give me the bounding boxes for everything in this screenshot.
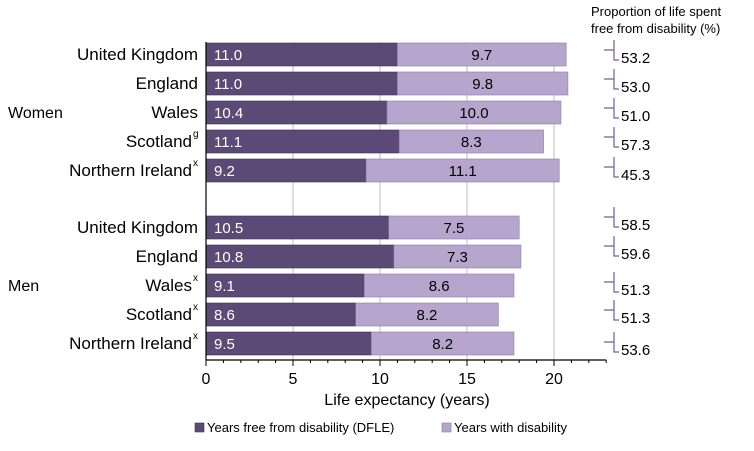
proportion-bracket (604, 98, 619, 119)
category-label: Scotland (126, 305, 192, 324)
bar-disability (370, 331, 515, 356)
proportion-bracket (604, 157, 619, 178)
proportion-value: 51.0 (621, 108, 650, 125)
data-label-dfle: 10.4 (214, 105, 243, 122)
legend-swatch-dfle (194, 422, 205, 433)
proportion-title-line-2: free from disability (%) (591, 21, 720, 36)
bar-disability (355, 302, 499, 327)
data-label-dfle: 8.6 (214, 307, 235, 324)
data-label-disability: 7.5 (444, 220, 465, 237)
proportion-value: 59.6 (621, 246, 650, 263)
category-label: Wales (151, 103, 198, 122)
proportion-title-line-1: Proportion of life spent (591, 4, 721, 19)
proportion-value: 53.0 (621, 79, 650, 96)
legend-swatch-disability (441, 422, 452, 433)
category-label: Northern Ireland (69, 161, 192, 180)
data-label-dfle: 11.1 (214, 134, 242, 151)
category-label: United Kingdom (77, 45, 198, 64)
data-label-disability: 10.0 (459, 105, 488, 122)
proportion-bracket (604, 300, 619, 321)
category-superscript: x (193, 273, 198, 284)
proportion-value: 45.3 (621, 167, 650, 184)
proportion-value: 53.6 (621, 342, 650, 359)
category-label: England (136, 247, 198, 266)
data-label-dfle: 9.5 (214, 336, 235, 353)
proportion-value: 57.3 (621, 137, 650, 154)
data-label-dfle: 11.0 (214, 47, 242, 64)
legend: Years free from disability (DFLE) Years w… (194, 420, 567, 435)
x-axis: 0 5 10 15 20 (202, 42, 607, 388)
data-label-disability: 9.8 (472, 76, 493, 93)
proportion-value: 51.3 (621, 282, 650, 299)
data-label-dfle: 10.5 (214, 220, 243, 237)
data-label-dfle: 9.1 (214, 278, 235, 295)
x-tick-label-15: 15 (458, 371, 476, 388)
bar-disability (386, 100, 562, 125)
group-label-women: Women (8, 105, 63, 122)
data-label-disability: 8.2 (432, 336, 453, 353)
legend-label-dfle: Years free from disability (DFLE) (207, 420, 394, 435)
data-label-disability: 8.6 (429, 278, 450, 295)
data-label-dfle: 10.8 (214, 249, 243, 266)
bar-disability (364, 273, 515, 298)
x-tick-label-0: 0 (202, 371, 211, 388)
proportion-bracket (604, 236, 619, 257)
category-label: United Kingdom (77, 218, 198, 237)
x-axis-label: Life expectancy (years) (324, 392, 489, 409)
x-tick-label-5: 5 (289, 371, 298, 388)
data-label-disability: 7.3 (447, 249, 468, 266)
proportion-bracket (604, 272, 619, 293)
data-label-disability: 11.1 (449, 163, 477, 180)
x-tick-label-10: 10 (371, 371, 389, 388)
data-label-dfle: 9.2 (214, 163, 235, 180)
data-label-disability: 9.7 (471, 47, 492, 64)
x-tick-label-20: 20 (545, 371, 563, 388)
category-label: England (136, 74, 198, 93)
proportion-value: 58.5 (621, 217, 650, 234)
category-label: Scotland (126, 132, 192, 151)
proportion-bracket (604, 69, 619, 90)
category-label: Northern Ireland (69, 334, 192, 353)
proportion-bracket (604, 332, 619, 353)
proportion-bracket (604, 40, 619, 61)
category-superscript: x (193, 331, 198, 342)
bar-disability (397, 71, 569, 96)
proportion-value: 53.2 (621, 50, 650, 67)
proportion-bracket (604, 127, 619, 148)
category-label: Wales (145, 276, 192, 295)
proportion-bracket (604, 207, 619, 228)
legend-label-disability: Years with disability (454, 420, 567, 435)
category-superscript: g (193, 129, 199, 140)
data-label-disability: 8.3 (461, 134, 482, 151)
group-label-men: Men (8, 278, 39, 295)
bar-disability (397, 42, 567, 67)
proportion-column: Proportion of life spent free from disab… (591, 4, 721, 359)
bar-disability (365, 158, 560, 183)
data-label-disability: 8.2 (417, 307, 438, 324)
bar-disability (398, 129, 544, 154)
bar-disability (393, 244, 522, 269)
category-superscript: x (193, 158, 198, 169)
data-label-dfle: 11.0 (214, 76, 242, 93)
bars: 11.0 9.7 11.0 9.8 10.4 10.0 11.1 8.3 9.2 11.1 10.5… (205, 42, 569, 356)
proportion-value: 51.3 (621, 310, 650, 327)
category-superscript: x (193, 302, 198, 313)
bar-disability (388, 215, 520, 240)
